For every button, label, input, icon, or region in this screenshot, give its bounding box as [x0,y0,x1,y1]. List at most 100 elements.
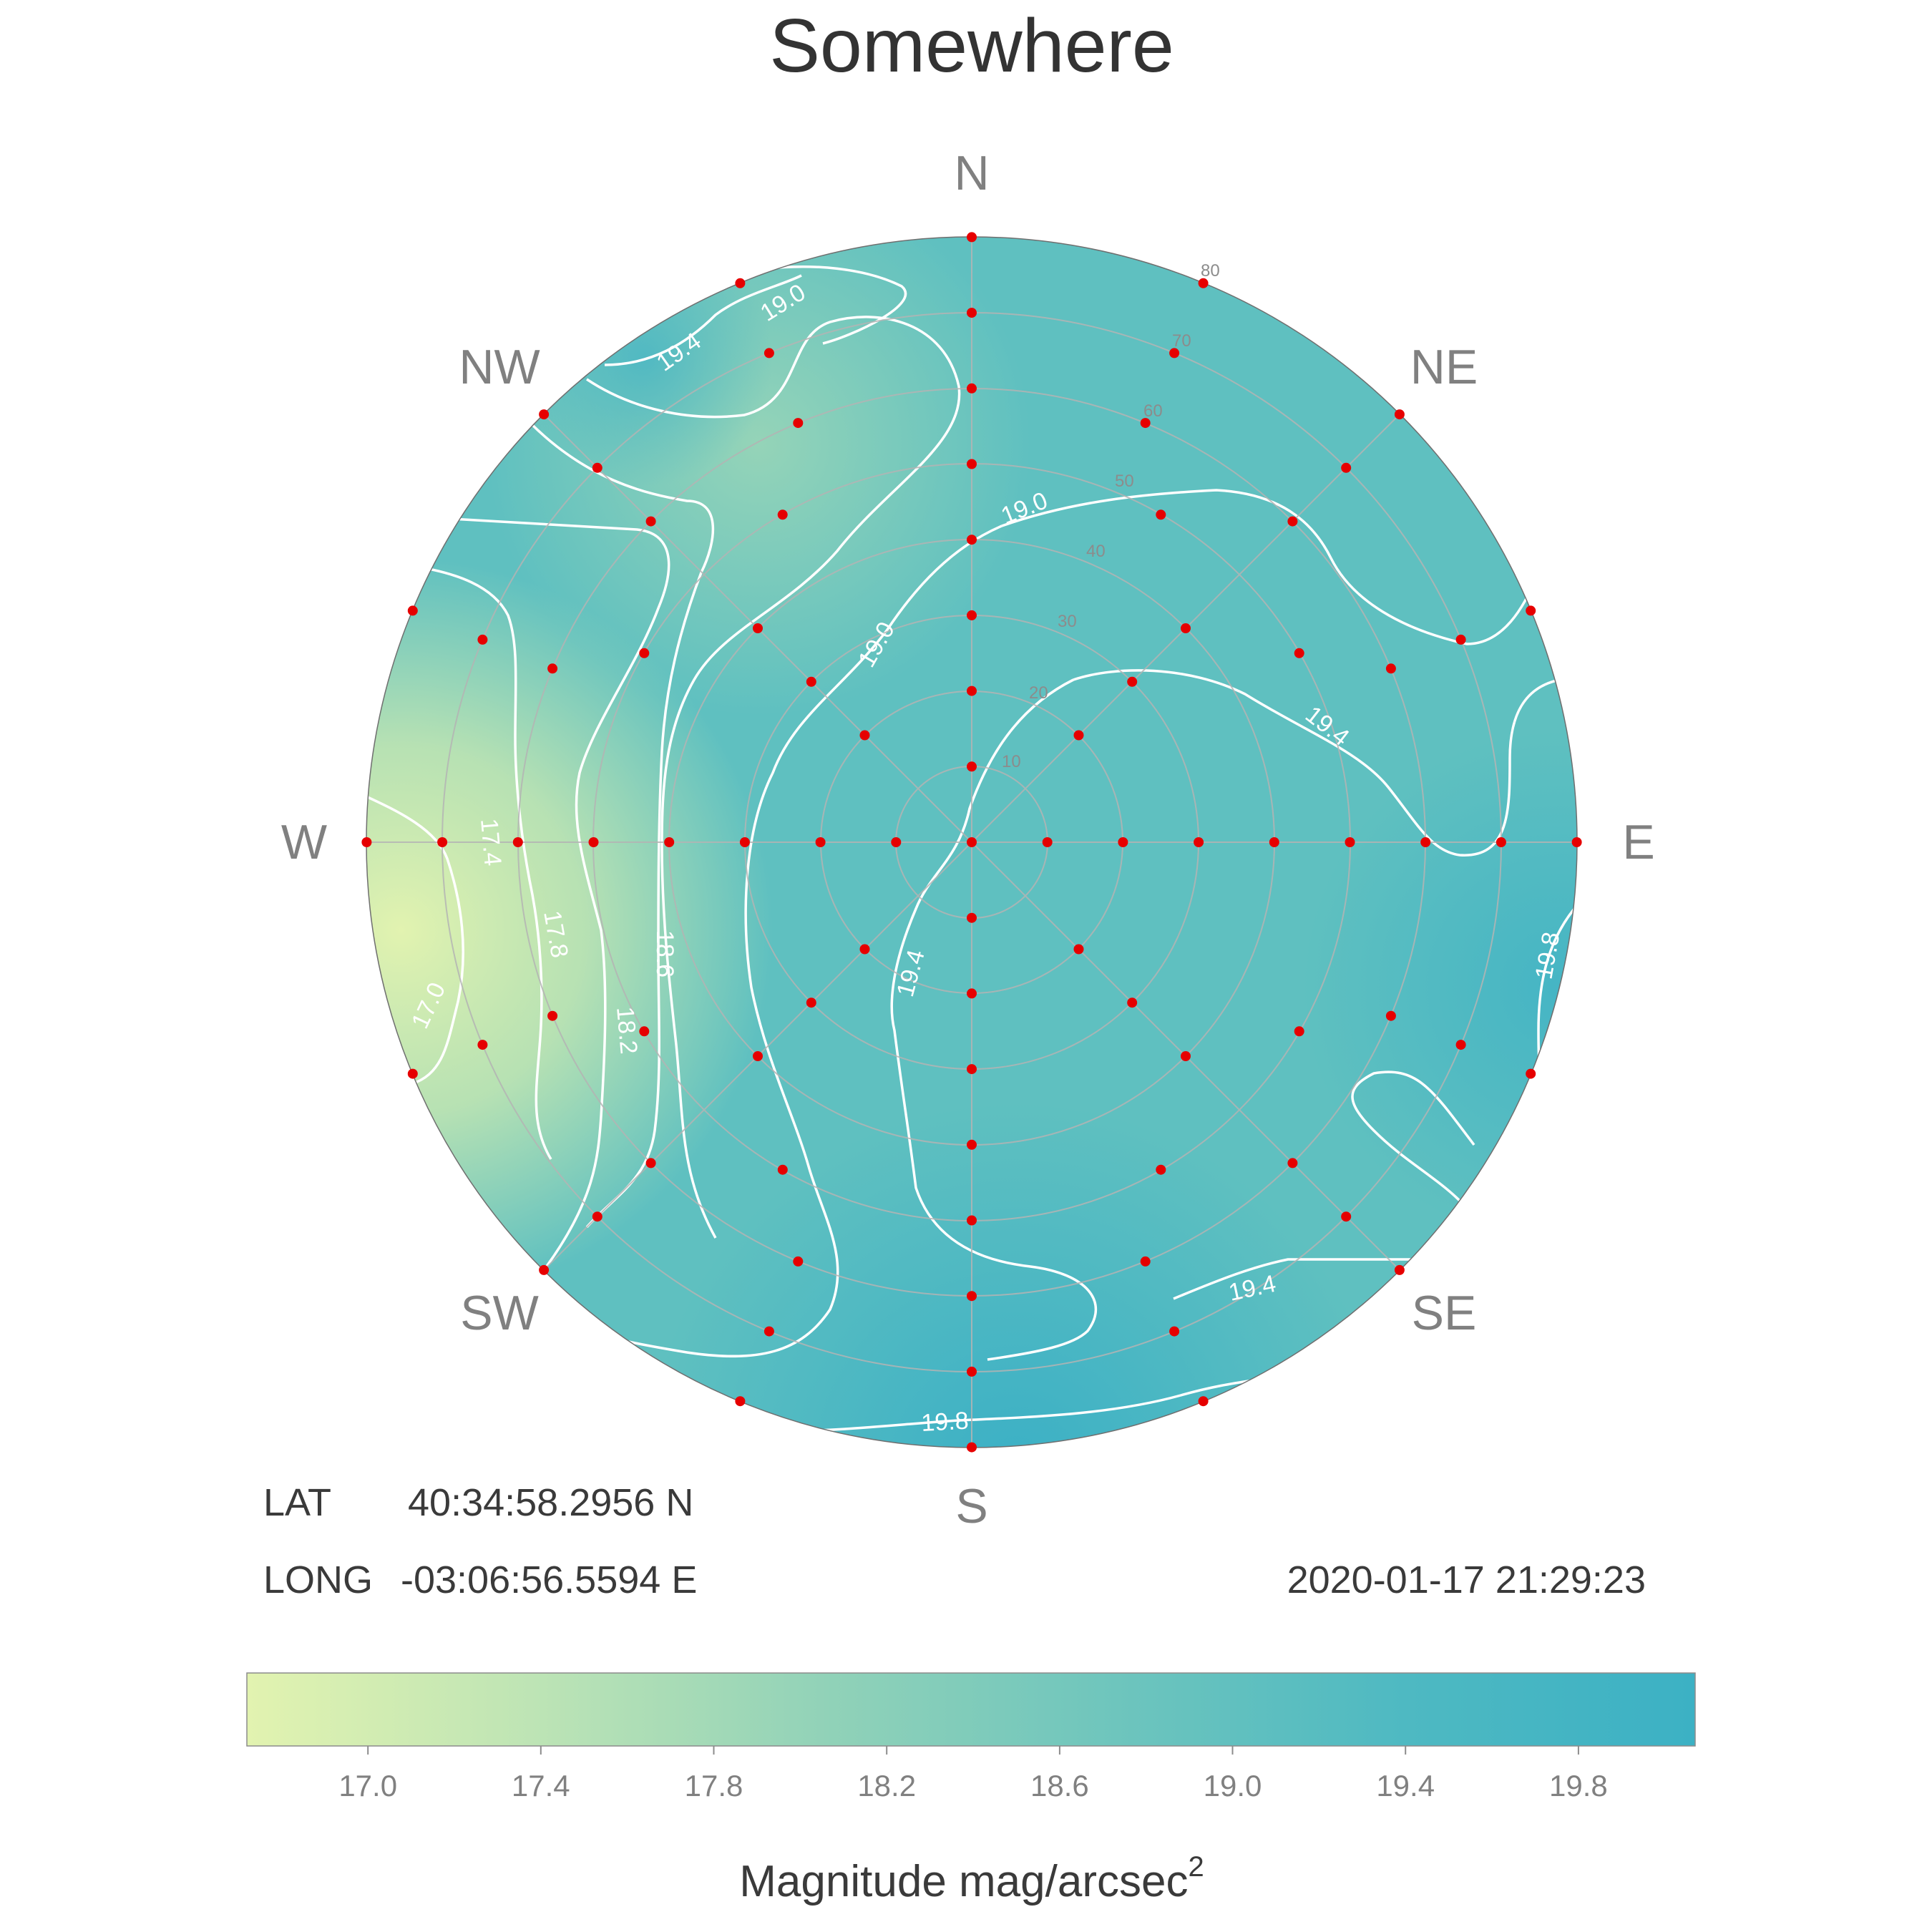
sample-point [967,308,977,318]
contour-19-0-a [729,265,907,345]
sample-point [547,663,558,674]
sample-point [1269,837,1279,847]
sample-point [859,730,870,741]
sample-point [753,623,763,633]
sample-point [859,944,870,955]
ring-label-70: 70 [1172,331,1191,351]
sample-point [539,1264,550,1275]
sample-point [777,509,788,520]
sample-point [967,232,977,243]
sample-point [1294,1026,1304,1037]
contour-17-4 [407,564,552,1160]
sample-point [437,837,448,847]
sample-point [793,418,804,429]
sample-point [967,1366,977,1377]
sample-point [1385,663,1396,674]
sample-point [735,1396,746,1407]
compass-labels: N NE E SE S SW W NW [281,146,1655,1533]
compass-sw: SW [460,1286,539,1340]
sample-point [1394,409,1405,420]
contour-18-6 [586,316,961,1239]
contour-17-0 [366,793,464,1085]
sample-point [739,837,750,847]
contour-19-0-c [557,525,1002,1358]
contour-19-4-b [1073,669,1561,857]
sample-point [1420,837,1431,847]
sample-point [1181,1051,1191,1061]
compass-n: N [954,146,989,200]
sample-point [1496,837,1506,847]
sky-disk [366,236,1578,1448]
sample-point [967,610,977,620]
sample-point [967,761,977,772]
sample-point [763,1326,774,1337]
contour-label-17-4: 17.4 [475,817,507,867]
sample-point [1181,623,1191,633]
sample-point [1042,837,1053,847]
sample-point [592,1211,602,1222]
colorbar: 17.0 17.4 17.8 18.2 18.6 19.0 19.4 19.8 Magnitu… [246,1672,1696,1906]
sample-point [967,383,977,394]
sample-point [806,676,816,687]
compass-nw: NW [459,340,540,394]
contour-label-19-8-a: 19.8 [920,1407,969,1437]
sample-point [967,459,977,469]
colorbar-tick-label: 17.8 [685,1769,743,1802]
sample-point [588,837,599,847]
sample-point [967,1139,977,1150]
sample-points [361,232,1582,1453]
colorbar-gradient [246,1672,1696,1747]
sample-point [547,1010,558,1021]
sample-point [592,462,602,473]
sample-point [1341,1211,1352,1222]
sample-point [1341,462,1352,473]
sample-point [1526,605,1536,616]
sample-point [1169,348,1180,358]
sample-point [1156,1164,1166,1175]
compass-e: E [1622,815,1654,869]
sample-point [1073,944,1084,955]
sample-point [763,348,774,358]
sample-point [1345,837,1355,847]
contour-18-2 [528,421,715,1229]
ring-labels: 10 20 30 40 50 60 70 80 [1002,261,1220,771]
sample-point [967,1291,977,1302]
ring-label-20: 20 [1029,683,1048,703]
colorbar-tick-label: 18.6 [1030,1769,1089,1802]
sample-point [407,1068,418,1079]
long-value: -03:06:56.5594 E [401,1558,697,1601]
sample-point [639,1026,650,1037]
datetime: 2020-01-17 21:29:23 [1287,1558,1646,1601]
ring-label-80: 80 [1201,261,1220,280]
sample-point [891,837,902,847]
compass-w: W [281,815,327,869]
sample-point [967,1215,977,1226]
colorbar-ticks: 17.0 17.4 17.8 18.2 18.6 19.0 19.4 19.8 [338,1746,1608,1802]
sample-point [407,605,418,616]
sample-point [967,837,977,847]
colorbar-label-main: Magnitude mag/arcsec [739,1857,1188,1906]
sample-point [1169,1326,1180,1337]
sample-point [1455,1040,1466,1050]
observer-info: LAT 40:34:58.2956 N LONG -03:06:56.5594 … [263,1481,1646,1601]
sample-point [664,837,675,847]
sample-point [1385,1010,1396,1021]
colorbar-label: Magnitude mag/arcsec2 [739,1851,1204,1906]
chart-title: Somewhere [769,4,1174,88]
ring-label-50: 50 [1115,472,1134,491]
colorbar-label-sup: 2 [1188,1851,1204,1883]
sample-point [477,634,488,645]
sample-point [645,516,656,527]
sample-point [1198,278,1209,288]
colorbar-tick-label: 19.8 [1549,1769,1608,1802]
ring-label-10: 10 [1002,752,1021,771]
sample-point [967,1442,977,1453]
sample-point [1571,837,1582,847]
colorbar-tick-label: 17.0 [338,1769,397,1802]
sample-point [777,1164,788,1175]
lat-value: 40:34:58.2956 N [408,1481,693,1524]
sample-point [967,912,977,923]
compass-se: SE [1412,1286,1477,1340]
sample-point [967,988,977,999]
